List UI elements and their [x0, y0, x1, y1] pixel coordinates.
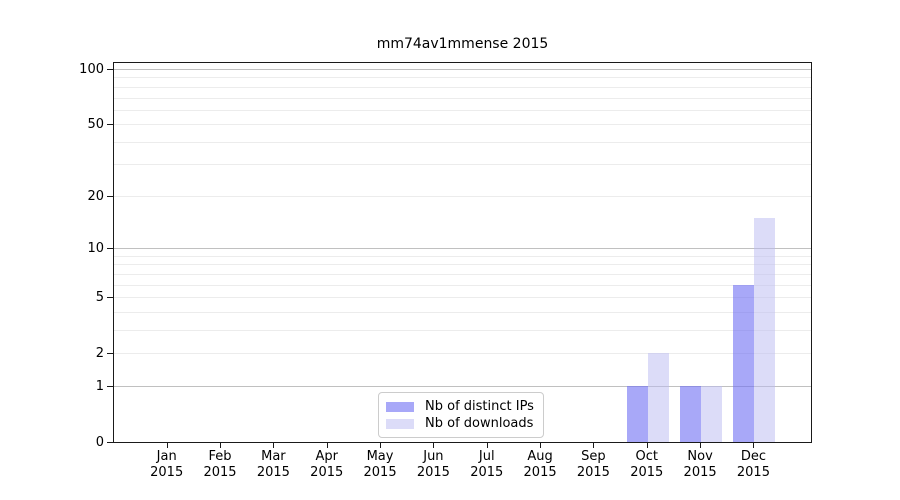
- bar-downloads: [647, 353, 669, 442]
- x-tick-label: Feb 2015: [203, 449, 237, 480]
- x-tick-mark: [220, 443, 222, 448]
- x-tick-mark: [326, 443, 328, 448]
- x-tick-label: Jun 2015: [416, 449, 450, 480]
- legend-item-downloads: Nb of downloads: [386, 416, 534, 431]
- minor-gridline: [114, 141, 811, 143]
- x-tick-label: Nov 2015: [683, 449, 717, 480]
- x-tick-label: Aug 2015: [523, 449, 557, 480]
- y-tick-label: 2: [95, 346, 104, 362]
- legend-item-distinct-ips: Nb of distinct IPs: [386, 399, 534, 414]
- x-tick-mark: [700, 443, 702, 448]
- major-gridline: [114, 385, 811, 387]
- x-tick-mark: [753, 443, 755, 448]
- minor-gridline: [114, 86, 811, 88]
- x-tick-mark: [273, 443, 275, 448]
- minor-gridline: [114, 195, 811, 197]
- y-tick-mark: [107, 124, 113, 126]
- x-tick-label: May 2015: [363, 449, 397, 480]
- y-tick-mark: [107, 195, 113, 197]
- minor-gridline: [114, 97, 811, 99]
- minor-gridline: [114, 284, 811, 286]
- x-tick-mark: [540, 443, 542, 448]
- minor-gridline: [114, 77, 811, 79]
- x-tick-mark: [166, 443, 168, 448]
- x-tick-label: Jan 2015: [150, 449, 184, 480]
- y-tick-label: 50: [87, 117, 104, 133]
- chart-title: mm74av1mmense 2015: [376, 36, 549, 52]
- x-tick-label: Dec 2015: [736, 449, 770, 480]
- y-tick-mark: [107, 353, 113, 355]
- legend-label-distinct-ips: Nb of distinct IPs: [425, 399, 534, 414]
- minor-gridline: [114, 109, 811, 111]
- minor-gridline: [114, 273, 811, 275]
- x-tick-mark: [433, 443, 435, 448]
- minor-gridline: [114, 329, 811, 331]
- bar-distinct-ips: [680, 386, 702, 442]
- y-tick-label: 5: [95, 290, 104, 306]
- y-tick-label: 1: [95, 378, 104, 394]
- y-tick-label: 20: [87, 188, 104, 204]
- x-tick-mark: [646, 443, 648, 448]
- legend-label-downloads: Nb of downloads: [425, 416, 534, 431]
- x-tick-label: Apr 2015: [310, 449, 344, 480]
- x-tick-label: Mar 2015: [256, 449, 290, 480]
- major-gridline: [114, 69, 811, 70]
- plot-area: [113, 62, 812, 443]
- y-tick-mark: [107, 248, 113, 250]
- minor-gridline: [114, 311, 811, 313]
- minor-gridline: [114, 264, 811, 266]
- x-tick-mark: [486, 443, 488, 448]
- minor-gridline: [114, 353, 811, 355]
- y-tick-mark: [107, 385, 113, 387]
- minor-gridline: [114, 255, 811, 257]
- y-tick-mark: [107, 442, 113, 443]
- minor-gridline: [114, 297, 811, 299]
- bar-distinct-ips: [626, 386, 648, 442]
- x-tick-mark: [380, 443, 382, 448]
- y-tick-label: 0: [95, 435, 104, 450]
- minor-gridline: [114, 164, 811, 166]
- x-tick-mark: [593, 443, 595, 448]
- bar-downloads: [754, 218, 776, 442]
- legend-swatch-downloads-icon: [386, 418, 414, 429]
- legend-swatch-distinct-ips-icon: [386, 401, 414, 412]
- major-gridline: [114, 248, 811, 250]
- y-tick-mark: [107, 69, 113, 70]
- x-tick-label: Sep 2015: [576, 449, 610, 480]
- bar-downloads: [701, 386, 723, 442]
- x-tick-label: Jul 2015: [470, 449, 504, 480]
- minor-gridline: [114, 124, 811, 126]
- legend: Nb of distinct IPs Nb of downloads: [378, 392, 544, 438]
- bar-distinct-ips: [733, 285, 755, 442]
- y-tick-mark: [107, 297, 113, 299]
- x-tick-label: Oct 2015: [630, 449, 664, 480]
- y-tick-label: 100: [79, 62, 104, 77]
- y-tick-label: 10: [87, 241, 104, 257]
